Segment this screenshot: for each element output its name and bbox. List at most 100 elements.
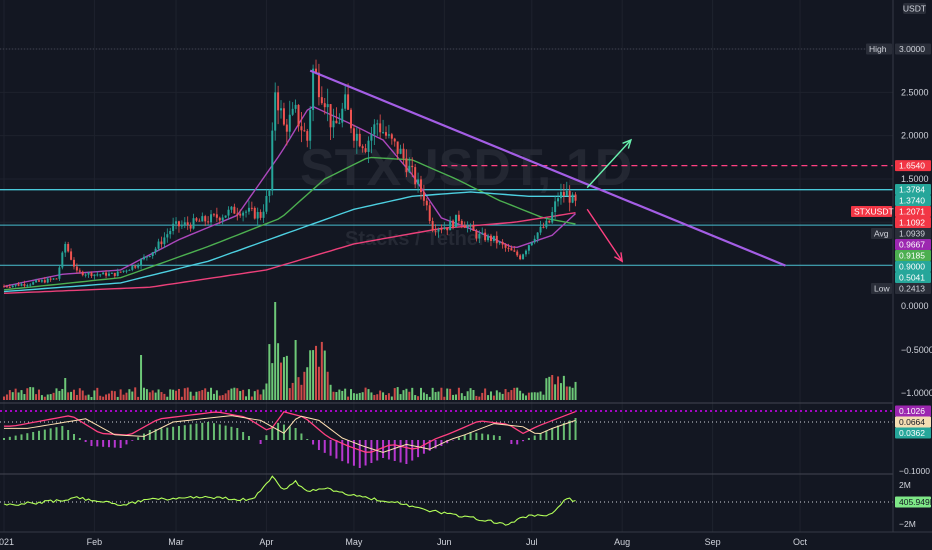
volume-bar[interactable]	[317, 366, 320, 400]
volume-bar[interactable]	[422, 392, 425, 400]
macd-histogram-bar[interactable]	[212, 423, 215, 440]
volume-bar[interactable]	[177, 388, 180, 400]
candle-body[interactable]	[454, 214, 457, 228]
macd-histogram-bar[interactable]	[102, 440, 105, 447]
candle-body[interactable]	[20, 284, 23, 286]
volume-bar[interactable]	[294, 340, 297, 400]
candle-body[interactable]	[437, 229, 440, 232]
volume-bar[interactable]	[373, 394, 376, 400]
candle-body[interactable]	[259, 212, 262, 218]
volume-bar[interactable]	[562, 375, 565, 400]
candle-body[interactable]	[52, 278, 55, 280]
candle-body[interactable]	[78, 270, 81, 272]
candle-body[interactable]	[207, 221, 210, 223]
volume-bar[interactable]	[466, 391, 469, 400]
volume-bar[interactable]	[384, 394, 387, 400]
volume-bar[interactable]	[419, 387, 422, 400]
volume-bar[interactable]	[527, 392, 530, 400]
volume-bar[interactable]	[259, 394, 262, 400]
volume-bar[interactable]	[212, 393, 215, 400]
candle-body[interactable]	[230, 206, 233, 210]
candle-body[interactable]	[239, 213, 242, 216]
candle-body[interactable]	[542, 226, 545, 228]
candle-body[interactable]	[11, 285, 14, 288]
macd-histogram-bar[interactable]	[510, 440, 513, 444]
volume-bar[interactable]	[277, 343, 280, 400]
macd-histogram-bar[interactable]	[49, 428, 52, 440]
price-tag[interactable]: 0.9667	[895, 238, 931, 250]
candle-body[interactable]	[347, 94, 350, 110]
candle-body[interactable]	[536, 232, 539, 239]
candle-body[interactable]	[361, 146, 364, 149]
candle-body[interactable]	[8, 287, 11, 289]
volume-bar[interactable]	[484, 388, 487, 400]
macd-histogram-bar[interactable]	[335, 440, 338, 459]
macd-histogram-bar[interactable]	[405, 440, 408, 464]
macd-histogram-bar[interactable]	[90, 440, 93, 446]
volume-bar[interactable]	[11, 392, 14, 400]
candle-body[interactable]	[75, 266, 78, 271]
candle-body[interactable]	[492, 235, 495, 241]
candle-body[interactable]	[309, 109, 312, 141]
volume-bar[interactable]	[463, 396, 466, 400]
candle-body[interactable]	[452, 220, 455, 228]
volume-bar[interactable]	[434, 392, 437, 400]
candle-body[interactable]	[102, 272, 105, 275]
volume-bar[interactable]	[437, 391, 440, 400]
volume-bar[interactable]	[551, 375, 554, 400]
candle-body[interactable]	[154, 248, 157, 253]
candle-body[interactable]	[215, 214, 218, 218]
volume-bar[interactable]	[122, 394, 125, 400]
candle-body[interactable]	[145, 256, 148, 258]
volume-bar[interactable]	[440, 387, 443, 400]
volume-bar[interactable]	[5, 394, 8, 400]
volume-bar[interactable]	[84, 395, 87, 400]
candle-body[interactable]	[96, 274, 99, 276]
macd-histogram-bar[interactable]	[574, 418, 577, 440]
candle-body[interactable]	[338, 122, 341, 124]
macd-histogram-bar[interactable]	[183, 425, 186, 440]
volume-bar[interactable]	[172, 389, 175, 400]
volume-bar[interactable]	[166, 396, 169, 400]
macd-histogram-bar[interactable]	[277, 422, 280, 440]
candle-body[interactable]	[90, 272, 93, 277]
candle-body[interactable]	[449, 220, 452, 231]
volume-pane[interactable]	[3, 302, 577, 400]
candle-body[interactable]	[379, 123, 382, 133]
volume-bar[interactable]	[495, 390, 498, 400]
volume-bar[interactable]	[282, 357, 285, 400]
volume-bar[interactable]	[247, 389, 250, 400]
volume-bar[interactable]	[364, 387, 367, 400]
macd-histogram-bar[interactable]	[166, 427, 169, 440]
volume-bar[interactable]	[75, 394, 78, 400]
candle-body[interactable]	[440, 229, 443, 231]
volume-bar[interactable]	[274, 302, 277, 400]
volume-bar[interactable]	[501, 393, 504, 400]
candle-body[interactable]	[128, 269, 131, 271]
volume-bar[interactable]	[169, 389, 172, 400]
candle-body[interactable]	[40, 280, 43, 282]
candle-body[interactable]	[201, 216, 204, 222]
candle-body[interactable]	[189, 225, 192, 229]
volume-bar[interactable]	[457, 387, 460, 400]
volume-bar[interactable]	[204, 388, 207, 400]
candle-body[interactable]	[344, 94, 347, 109]
candle-body[interactable]	[513, 250, 516, 252]
volume-bar[interactable]	[390, 396, 393, 400]
volume-bar[interactable]	[443, 396, 446, 400]
volume-bar[interactable]	[116, 396, 119, 400]
candle-body[interactable]	[382, 132, 385, 134]
volume-bar[interactable]	[574, 381, 577, 400]
candle-body[interactable]	[294, 104, 297, 109]
volume-bar[interactable]	[513, 387, 516, 400]
candle-body[interactable]	[183, 222, 186, 225]
candle-body[interactable]	[568, 190, 571, 203]
macd-histogram-bar[interactable]	[557, 425, 560, 441]
volume-bar[interactable]	[148, 392, 151, 400]
candle-body[interactable]	[306, 131, 309, 141]
volume-bar[interactable]	[417, 396, 420, 400]
candle-body[interactable]	[291, 108, 294, 115]
volume-bar[interactable]	[335, 392, 338, 400]
candle-body[interactable]	[49, 278, 52, 280]
candle-body[interactable]	[163, 237, 166, 245]
